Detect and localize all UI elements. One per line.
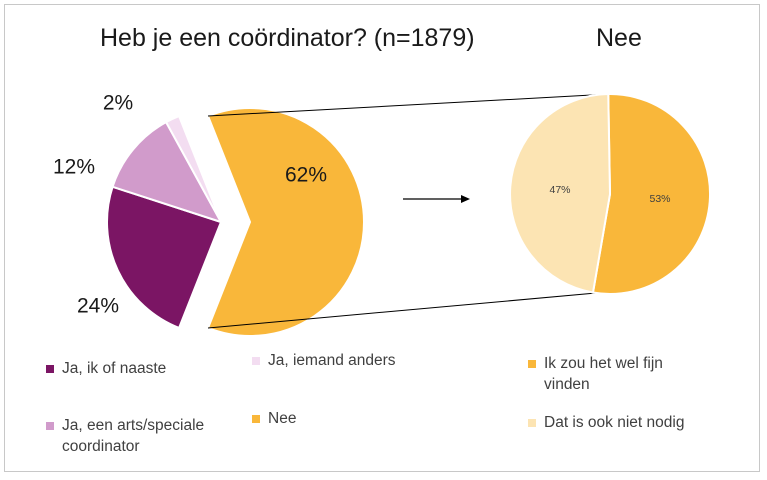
legend-label: Dat is ook niet nodig	[544, 414, 685, 431]
sub-data-label-ik-zou-het-wel-fijn-vinden: 53%	[649, 193, 670, 205]
sub-data-label-dat-is-ook-niet-nodig: 47%	[549, 184, 570, 196]
legend-label: Ja, iemand anders	[268, 352, 396, 369]
sub-pie-title: Nee	[596, 24, 642, 52]
legend-item-ik-zou-het-wel-fijn-vinden: Ik zou het wel fijn vinden	[528, 353, 708, 395]
pie-slice-ja-een-arts-speciale-coordinator	[111, 120, 224, 224]
data-label-ja-een-arts-speciale-coordinator: 12%	[53, 156, 95, 179]
pie-slice-ja-ik-of-naaste	[106, 185, 223, 330]
legend-swatch	[46, 365, 54, 373]
sub-pie	[509, 93, 712, 296]
legend-label: Ja, een arts/speciale coordinator	[62, 417, 205, 455]
legend-item-nee: Nee	[252, 408, 372, 429]
legend-swatch	[46, 422, 54, 430]
sub-pie-slice-ik-zou-het-wel-fijn-vinden	[591, 93, 712, 296]
data-label-ja-iemand-anders: 2%	[103, 92, 133, 115]
arrow-head	[461, 195, 470, 203]
legend-swatch	[252, 415, 260, 423]
legend-label: Ja, ik of naaste	[62, 360, 167, 377]
legend-swatch	[252, 357, 260, 365]
legend-item-dat-is-ook-niet-nodig: Dat is ook niet nodig	[528, 412, 728, 433]
sub-pie-slice-dat-is-ook-niet-nodig	[509, 93, 612, 294]
connector-line-bottom	[207, 292, 597, 329]
legend-label: Ik zou het wel fijn vinden	[544, 355, 663, 393]
legend-label: Nee	[268, 410, 297, 427]
main-pie-title: Heb je een coördinator? (n=1879)	[100, 24, 475, 52]
pie-slice-ja-iemand-anders	[164, 114, 222, 223]
legend-swatch	[528, 360, 536, 368]
legend-item-ja-iemand-anders: Ja, iemand anders	[252, 350, 432, 371]
legend-swatch	[528, 419, 536, 427]
connector-line-top	[207, 93, 611, 117]
pie-slice-nee	[206, 107, 366, 337]
arrow-icon	[403, 195, 470, 203]
legend-item-ja-ik-of-naaste: Ja, ik of naaste	[46, 358, 226, 379]
main-pie-labels: 62% 24% 12% 2%	[53, 92, 327, 318]
main-pie	[106, 107, 366, 337]
connector-lines	[207, 93, 611, 329]
data-label-ja-ik-of-naaste: 24%	[77, 295, 119, 318]
sub-pie-labels: 53% 47%	[549, 184, 670, 205]
legend-item-ja-een-arts: Ja, een arts/speciale coordinator	[46, 415, 241, 457]
chart-frame	[4, 4, 760, 472]
data-label-nee: 62%	[285, 164, 327, 187]
